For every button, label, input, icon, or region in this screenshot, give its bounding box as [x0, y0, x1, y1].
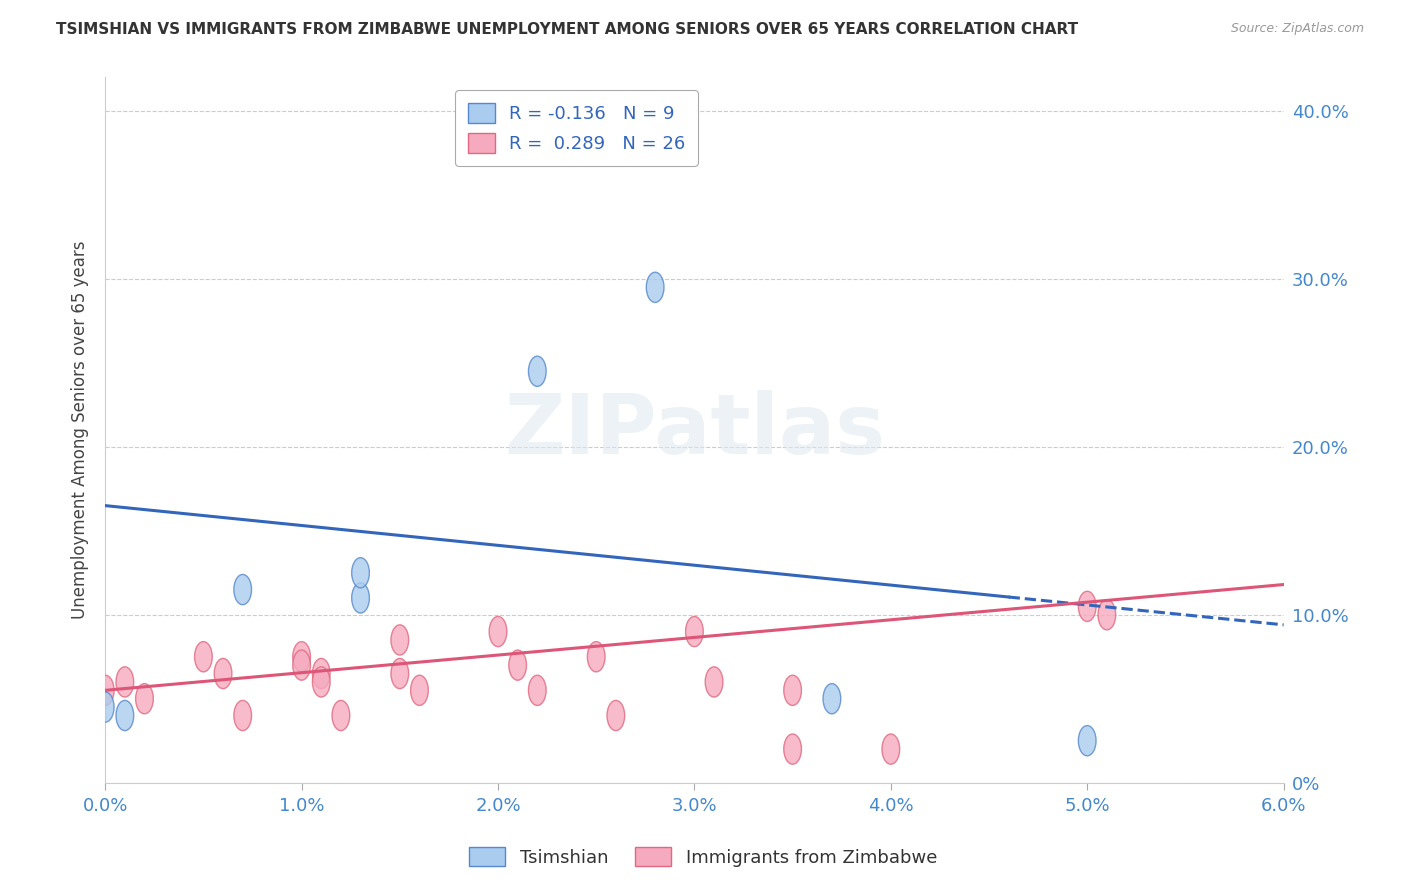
Ellipse shape: [117, 667, 134, 697]
Ellipse shape: [783, 675, 801, 706]
Ellipse shape: [1098, 599, 1116, 630]
Ellipse shape: [411, 675, 429, 706]
Ellipse shape: [312, 658, 330, 689]
Ellipse shape: [588, 641, 605, 672]
Legend: R = -0.136   N = 9, R =  0.289   N = 26: R = -0.136 N = 9, R = 0.289 N = 26: [456, 90, 699, 166]
Ellipse shape: [233, 700, 252, 731]
Ellipse shape: [647, 272, 664, 302]
Ellipse shape: [312, 667, 330, 697]
Ellipse shape: [117, 700, 134, 731]
Ellipse shape: [233, 574, 252, 605]
Ellipse shape: [292, 650, 311, 681]
Ellipse shape: [292, 641, 311, 672]
Ellipse shape: [783, 734, 801, 764]
Legend: Tsimshian, Immigrants from Zimbabwe: Tsimshian, Immigrants from Zimbabwe: [461, 840, 945, 874]
Ellipse shape: [97, 692, 114, 723]
Ellipse shape: [135, 683, 153, 714]
Ellipse shape: [1078, 591, 1097, 622]
Ellipse shape: [686, 616, 703, 647]
Text: ZIPatlas: ZIPatlas: [503, 390, 884, 471]
Text: TSIMSHIAN VS IMMIGRANTS FROM ZIMBABWE UNEMPLOYMENT AMONG SENIORS OVER 65 YEARS C: TSIMSHIAN VS IMMIGRANTS FROM ZIMBABWE UN…: [56, 22, 1078, 37]
Ellipse shape: [352, 582, 370, 613]
Ellipse shape: [194, 641, 212, 672]
Ellipse shape: [529, 356, 546, 386]
Ellipse shape: [214, 658, 232, 689]
Ellipse shape: [882, 734, 900, 764]
Ellipse shape: [529, 675, 546, 706]
Ellipse shape: [1078, 725, 1097, 756]
Ellipse shape: [391, 658, 409, 689]
Text: Source: ZipAtlas.com: Source: ZipAtlas.com: [1230, 22, 1364, 36]
Ellipse shape: [509, 650, 526, 681]
Ellipse shape: [391, 624, 409, 655]
Ellipse shape: [97, 675, 114, 706]
Ellipse shape: [706, 667, 723, 697]
Ellipse shape: [489, 616, 506, 647]
Y-axis label: Unemployment Among Seniors over 65 years: Unemployment Among Seniors over 65 years: [72, 241, 89, 619]
Ellipse shape: [352, 558, 370, 588]
Ellipse shape: [332, 700, 350, 731]
Ellipse shape: [823, 683, 841, 714]
Ellipse shape: [607, 700, 624, 731]
